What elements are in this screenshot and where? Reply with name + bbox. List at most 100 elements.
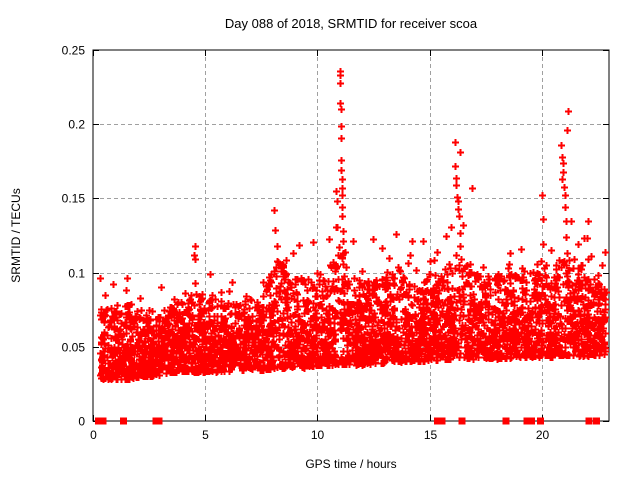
- data-point: [292, 311, 299, 318]
- data-point: [588, 253, 595, 260]
- data-point: [156, 372, 163, 379]
- data-point: [362, 355, 369, 362]
- data-point: [101, 331, 108, 338]
- data-point: [294, 291, 301, 298]
- data-point: [369, 323, 376, 330]
- xtick-label: 20: [536, 428, 550, 442]
- data-point: [408, 323, 415, 330]
- data-point: [143, 319, 150, 326]
- data-point: [113, 337, 120, 344]
- data-point: [565, 302, 572, 309]
- xtick-label: 10: [311, 428, 325, 442]
- data-point: [144, 330, 151, 337]
- data-point: [570, 352, 577, 359]
- data-point: [165, 337, 172, 344]
- data-point: [595, 280, 602, 287]
- data-point: [185, 300, 192, 307]
- data-point: [189, 328, 196, 335]
- data-point: [393, 231, 400, 238]
- data-point: [542, 296, 549, 303]
- data-point: [338, 157, 345, 164]
- data-point: [315, 361, 322, 368]
- data-point: [398, 284, 405, 291]
- data-point: [523, 279, 530, 286]
- data-point: [451, 316, 458, 323]
- data-point: [601, 341, 608, 348]
- data-point: [544, 352, 551, 359]
- data-point: [430, 295, 437, 302]
- data-point: [475, 317, 482, 324]
- data-point: [399, 277, 406, 284]
- data-point: [431, 313, 438, 320]
- data-point: [538, 330, 545, 337]
- data-point: [493, 342, 500, 349]
- data-point: [564, 352, 571, 359]
- data-point: [261, 338, 268, 345]
- data-point: [449, 285, 456, 292]
- data-point: [115, 346, 122, 353]
- ytick-label: 0.25: [62, 44, 86, 58]
- data-point: [228, 333, 235, 340]
- data-point: [100, 348, 107, 355]
- data-point: [212, 351, 219, 358]
- data-point: [588, 302, 595, 309]
- data-point: [128, 326, 135, 333]
- data-point: [326, 236, 333, 243]
- data-point: [163, 354, 170, 361]
- data-point: [415, 297, 422, 304]
- data-point: [458, 326, 465, 333]
- data-point: [426, 271, 433, 278]
- data-point: [168, 314, 175, 321]
- data-point: [423, 338, 430, 345]
- data-point: [145, 326, 152, 333]
- data-point: [456, 286, 463, 293]
- data-point: [302, 281, 309, 288]
- data-point: [99, 335, 106, 342]
- data-point: [538, 302, 545, 309]
- data-point: [503, 296, 510, 303]
- data-point: [181, 309, 188, 316]
- data-point: [384, 331, 391, 338]
- data-point: [514, 318, 521, 325]
- data-point: [519, 265, 526, 272]
- data-point: [171, 296, 178, 303]
- data-point: [386, 255, 393, 262]
- data-point: [264, 354, 271, 361]
- data-point: [492, 275, 499, 282]
- data-point: [537, 295, 544, 302]
- data-point: [147, 354, 154, 361]
- data-point: [451, 342, 458, 349]
- data-point: [337, 80, 344, 87]
- data-point: [333, 188, 340, 195]
- data-point: [500, 278, 507, 285]
- data-point: [602, 330, 609, 337]
- zero-marker: [537, 417, 545, 425]
- data-point: [507, 280, 514, 287]
- data-point: [213, 369, 220, 376]
- data-point: [575, 241, 582, 248]
- data-point: [500, 338, 507, 345]
- data-point: [457, 331, 464, 338]
- data-point: [591, 293, 598, 300]
- data-point: [284, 315, 291, 322]
- data-point: [352, 329, 359, 336]
- data-point: [550, 340, 557, 347]
- data-point: [457, 149, 464, 156]
- data-point: [284, 332, 291, 339]
- data-point: [186, 332, 193, 339]
- data-point: [353, 362, 360, 369]
- data-point: [120, 331, 127, 338]
- data-point: [392, 327, 399, 334]
- data-point: [351, 275, 358, 282]
- data-point: [508, 354, 515, 361]
- data-point: [182, 290, 189, 297]
- data-point: [470, 291, 477, 298]
- data-point: [260, 279, 267, 286]
- data-point: [181, 334, 188, 341]
- data-point: [350, 238, 357, 245]
- data-point: [114, 302, 121, 309]
- data-point: [409, 302, 416, 309]
- data-point: [218, 351, 225, 358]
- data-point: [354, 353, 361, 360]
- data-point: [478, 330, 485, 337]
